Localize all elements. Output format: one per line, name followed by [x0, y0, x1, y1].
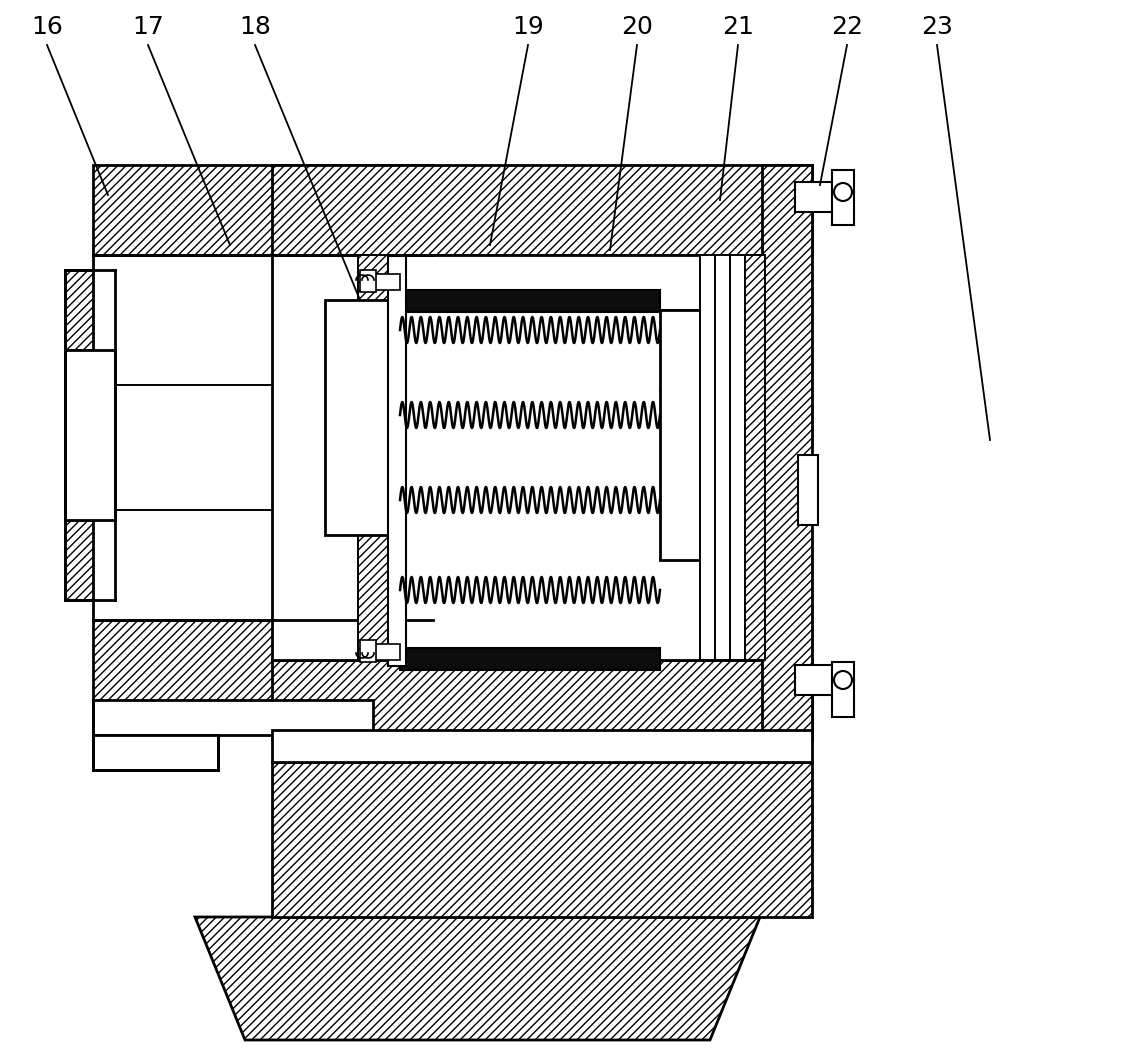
Bar — [93, 701, 373, 735]
Bar — [700, 255, 715, 660]
Circle shape — [834, 183, 852, 202]
Bar — [272, 762, 812, 917]
Bar — [272, 660, 812, 740]
Bar — [93, 735, 218, 770]
Text: 19: 19 — [512, 15, 544, 39]
Bar — [832, 661, 854, 717]
Bar — [798, 455, 817, 525]
Bar — [660, 310, 760, 560]
Bar — [370, 644, 400, 660]
Bar — [360, 270, 376, 292]
Text: 18: 18 — [239, 15, 271, 39]
Bar — [795, 665, 840, 695]
Text: 23: 23 — [921, 15, 953, 39]
Bar — [730, 255, 745, 660]
Bar — [370, 274, 400, 290]
Polygon shape — [195, 917, 760, 1040]
Bar — [93, 165, 434, 255]
Bar — [93, 620, 434, 720]
Text: 20: 20 — [622, 15, 653, 39]
Bar — [388, 256, 406, 666]
Text: 16: 16 — [32, 15, 63, 39]
Bar — [272, 730, 812, 762]
Text: 21: 21 — [722, 15, 754, 39]
Bar — [65, 350, 115, 520]
Bar — [832, 170, 854, 225]
Bar — [400, 290, 660, 312]
Bar — [715, 255, 730, 660]
Text: 22: 22 — [831, 15, 863, 39]
Bar — [325, 300, 395, 535]
Bar — [400, 648, 660, 670]
Circle shape — [834, 671, 852, 689]
Text: 17: 17 — [132, 15, 164, 39]
Bar — [358, 255, 388, 660]
Bar — [762, 165, 812, 740]
Bar — [360, 640, 376, 661]
Bar — [272, 165, 812, 255]
Bar — [795, 183, 840, 212]
Bar — [65, 520, 115, 600]
Bar — [745, 255, 765, 660]
Bar — [65, 270, 115, 350]
Bar — [272, 255, 762, 660]
Bar — [93, 255, 434, 620]
